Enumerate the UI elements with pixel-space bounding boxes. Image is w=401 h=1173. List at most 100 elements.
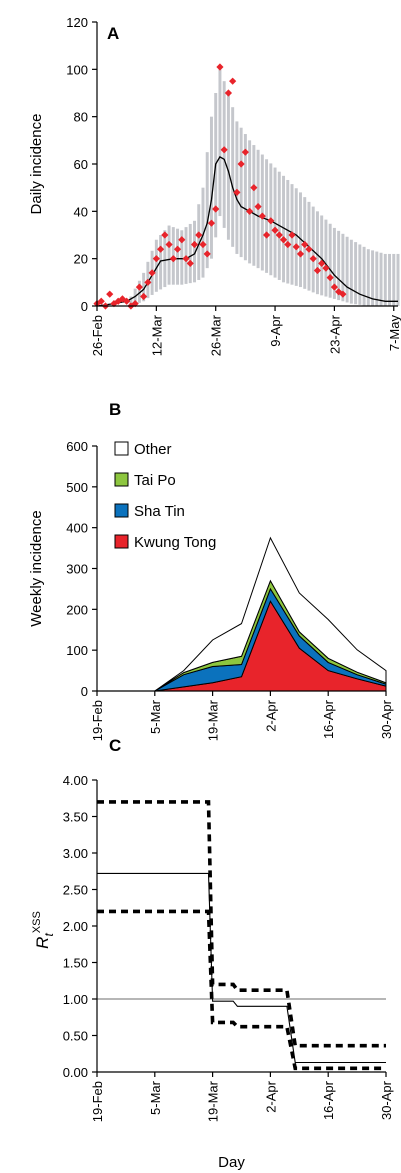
band-bar [239,127,243,258]
y-tick-label: 20 [74,252,88,267]
band-bar [243,134,247,261]
data-point [262,231,271,239]
data-point [305,245,313,253]
band-bar [235,121,239,254]
data-point [106,290,114,298]
band-bar [209,116,213,259]
y-tick-label: 400 [66,521,88,536]
data-point [169,255,177,263]
band-bar [371,250,375,306]
band-bar [163,230,167,288]
data-point [173,245,182,253]
x-tick-label: 19-Mar [206,1080,221,1122]
data-point [292,243,300,251]
panel-letter-a: A [107,24,119,43]
data-point [118,295,127,303]
y-tick-label: 300 [66,562,88,577]
data-point [131,300,139,308]
y-axis-title: Weekly incidence [28,510,45,626]
data-point [178,236,186,244]
band-bar [337,230,341,301]
data-point [330,283,339,291]
data-point [165,240,173,249]
x-tick-label: 16-Apr [321,699,336,739]
data-point [288,231,296,239]
y-tick-label: 500 [66,480,88,495]
legend-swatch [114,441,129,456]
observed-points [93,63,347,310]
band-bar [286,179,290,284]
band-bar [383,253,387,306]
data-point [339,290,347,298]
y-tick-label: 1.00 [63,992,88,1007]
band-bar [137,280,141,303]
y-tick-label: 120 [66,15,88,30]
data-point [229,77,237,85]
band-bar [176,228,180,285]
band-bar [248,140,252,264]
legend-label: Other [134,441,172,458]
x-tick-label: 9-Apr [268,314,283,346]
band-bar [320,215,324,296]
band-bar [282,175,286,283]
data-point [233,188,241,196]
data-point [212,205,220,213]
band-bar [193,220,196,283]
x-tick-label: 30-Apr [379,699,394,739]
data-point [309,255,317,263]
y-tick-label: 200 [66,602,88,617]
band-bar [315,211,319,295]
x-tick-label: 26-Feb [90,315,105,356]
band-bar [332,227,336,299]
y-tick-label: 40 [74,204,88,219]
band-bar [188,223,192,284]
band-bar [226,93,230,240]
series-estimate [97,872,386,1064]
data-point [144,278,152,286]
x-tick-label: 30-Apr [379,1080,394,1120]
panel-c: C 0.00 0.50 1.00 1.50 2.00 2.50 3.00 3.50 4.00 19-… [31,736,394,1171]
y-tick-label: 2.50 [63,883,88,898]
x-axis-title: Day [218,1154,245,1171]
band-bar [396,253,400,306]
data-point [152,255,160,263]
band-bar [222,81,226,228]
data-point [97,297,105,305]
data-point [190,240,199,249]
x-tick-label: 2-Apr [263,699,278,731]
band-bar [375,251,379,306]
y-tick-label: 80 [74,110,88,125]
band-bar [129,296,133,306]
series-upper [97,800,386,1048]
data-point [254,203,262,211]
band-bar [362,246,366,306]
data-point [220,146,228,154]
x-tick-label: 19-Mar [206,699,221,741]
band-bar [379,252,383,306]
data-point [301,240,309,249]
data-point [241,148,249,156]
band-bar [201,187,205,278]
band-bar [354,242,358,305]
data-point [258,212,266,220]
band-bar [311,206,315,293]
data-point [322,264,330,272]
y-tick-label: 3.00 [63,846,88,861]
legend-label: Sha Tin [134,503,185,520]
series-lower [97,909,386,1071]
band-bar [294,188,298,286]
x-tick-label: 16-Apr [321,1080,336,1120]
x-tick-label: 7-May [387,315,401,352]
data-point [123,297,131,305]
data-point [246,207,254,215]
y-tick-label: 100 [66,643,88,658]
x-tick-label: 12-Mar [149,314,164,356]
data-point [140,292,148,301]
panel-letter-b: B [109,400,121,419]
data-point [199,240,207,249]
data-point [156,245,165,253]
data-point [224,89,233,97]
y-axis-title: RtXSS [31,911,56,949]
x-tick-label: 5-Mar [148,699,163,734]
